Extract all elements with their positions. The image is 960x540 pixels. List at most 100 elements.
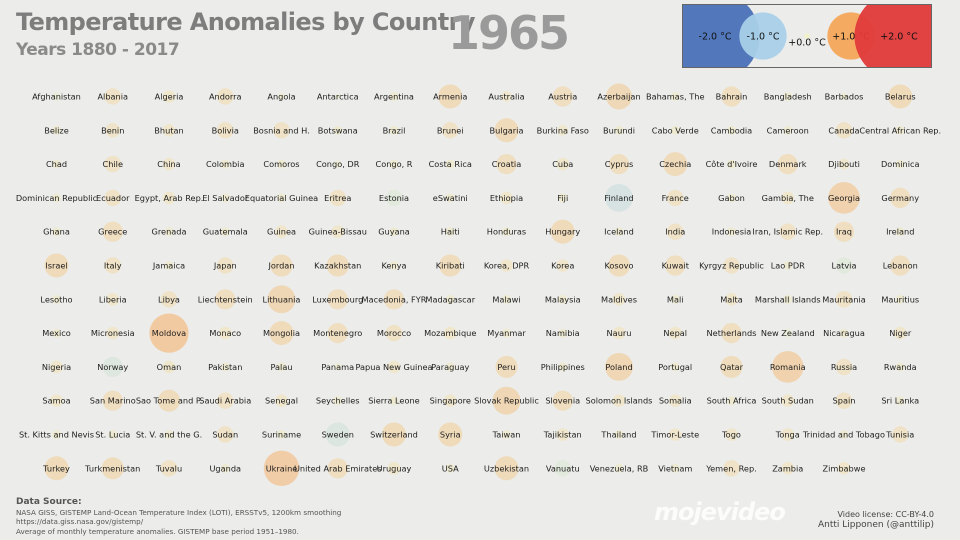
anomaly-bubble — [445, 193, 455, 203]
country-bulgaria: Bulgaria — [490, 118, 523, 143]
country-label: Tajikistan — [543, 430, 582, 440]
anomaly-bubble — [334, 160, 342, 168]
country-montenegro: Montenegro — [313, 323, 362, 344]
country-label: Kiribati — [436, 261, 465, 271]
anomaly-bubble — [614, 227, 624, 237]
anomaly-bubble — [445, 294, 455, 304]
anomaly-bubble — [383, 289, 405, 310]
country-label: Nicaragua — [823, 328, 865, 338]
anomaly-bubble — [721, 323, 742, 344]
country-label: Guinea-Bissau — [309, 227, 367, 237]
country-label: Eritrea — [324, 193, 351, 203]
anomaly-bubble — [779, 223, 796, 240]
country-brazil: Brazil — [383, 125, 406, 135]
anomaly-bubble — [550, 219, 575, 244]
anomaly-bubble — [329, 189, 346, 207]
country-south-sudan: South Sudan — [762, 394, 814, 408]
country-qatar: Qatar — [720, 355, 744, 378]
anomaly-bubble — [326, 254, 349, 277]
country-egypt-arab-rep: Egypt, Arab Rep. — [135, 191, 203, 205]
country-gambia-the: Gambia, The — [762, 191, 814, 205]
anomaly-bubble — [605, 184, 633, 212]
anomaly-bubble — [389, 396, 399, 406]
country-label: Finland — [604, 193, 633, 203]
anomaly-bubble — [781, 394, 795, 408]
country-chile: Chile — [103, 155, 123, 173]
country-label: Bangladesh — [764, 92, 812, 102]
country-label: Madagascar — [425, 294, 475, 304]
country-dominica: Dominica — [881, 159, 920, 169]
anomaly-bubble — [783, 92, 793, 101]
country-kuwait: Kuwait — [662, 255, 690, 276]
country-panama: Panama — [321, 362, 354, 372]
country-burkina-faso: Burkina Faso — [537, 124, 589, 136]
country-georgia: Georgia — [828, 182, 860, 214]
country-djibouti: Djibouti — [828, 158, 860, 170]
anomaly-bubble — [840, 93, 848, 100]
credits: Video license: CC-BY-4.0 Antti Lipponen … — [818, 509, 934, 531]
anomaly-bubble — [495, 355, 518, 378]
country-myanmar: Myanmar — [487, 328, 526, 338]
country-label: Switzerland — [370, 430, 418, 440]
country-vanuatu: Vanuatu — [546, 460, 580, 477]
anomaly-bubble — [162, 124, 176, 137]
anomaly-bubble — [727, 396, 736, 406]
country-label: Bahrain — [716, 92, 748, 102]
anomaly-bubble — [502, 430, 511, 439]
country-label: Kuwait — [662, 261, 690, 271]
country-bangladesh: Bangladesh — [764, 92, 812, 102]
anomaly-bubble — [720, 355, 743, 378]
anomaly-bubble — [783, 294, 793, 304]
country-uganda: Uganda — [209, 463, 241, 473]
country-label: Ethiopia — [490, 193, 523, 203]
country-denmark: Denmark — [769, 154, 807, 175]
anomaly-bubble — [445, 463, 455, 473]
country-label: Côte d'Ivoire — [706, 159, 758, 169]
anomaly-bubble — [612, 326, 626, 340]
country-iraq: Iraq — [833, 221, 855, 242]
country-label: Bosnia and H. — [253, 125, 310, 135]
country-label: Angola — [267, 92, 295, 102]
anomaly-bubble — [263, 450, 300, 486]
country-papua-new-guinea: Papua New Guinea — [355, 360, 433, 374]
country-slovak-republic: Slovak Republic — [474, 386, 539, 415]
country-label: Fiji — [557, 193, 568, 203]
anomaly-bubble — [835, 122, 853, 139]
country-label: Canada — [828, 125, 859, 135]
anomaly-bubble — [614, 125, 624, 135]
country-label: India — [665, 227, 685, 237]
country-united-arab-emirates: United Arab Emirates — [294, 458, 382, 479]
anomaly-bubble — [614, 463, 624, 473]
country-label: Yemen, Rep. — [705, 463, 757, 473]
country-guatemala: Guatemala — [203, 227, 248, 237]
country-label: Venezuela, RB — [590, 463, 649, 473]
country-label: Senegal — [265, 396, 298, 406]
country-label: Jamaica — [152, 261, 185, 271]
country-label: Zambia — [772, 463, 803, 473]
country-bolivia: Bolivia — [212, 122, 239, 139]
country-sierra-leone: Sierra Leone — [368, 396, 419, 406]
country-norway: Norway — [97, 356, 128, 377]
country-kenya: Kenya — [381, 261, 406, 271]
country-costa-rica: Costa Rica — [429, 159, 472, 169]
country-lithuania: Lithuania — [263, 285, 300, 314]
anomaly-bubble — [552, 86, 573, 107]
country-label: Qatar — [720, 362, 744, 372]
country-label: Belarus — [885, 92, 916, 102]
country-label: Luxembourg — [312, 294, 363, 304]
anomaly-bubble — [667, 223, 684, 240]
country-bahamas-the: Bahamas, The — [646, 92, 705, 102]
anomaly-bubble — [838, 158, 850, 170]
anomaly-bubble — [839, 328, 849, 338]
country-czechia: Czechia — [659, 152, 691, 177]
anomaly-bubble — [102, 390, 123, 411]
country-label: Botswana — [318, 125, 358, 135]
anomaly-bubble — [387, 360, 401, 374]
anomaly-bubble — [500, 191, 513, 205]
anomaly-bubble — [890, 187, 911, 208]
country-netherlands: Netherlands — [707, 323, 756, 344]
country-eswatini: eSwatini — [433, 193, 468, 203]
country-label: Monaco — [209, 328, 241, 338]
country-label: Kenya — [381, 261, 406, 271]
country-label: Trinidad and Tobago — [802, 430, 885, 440]
